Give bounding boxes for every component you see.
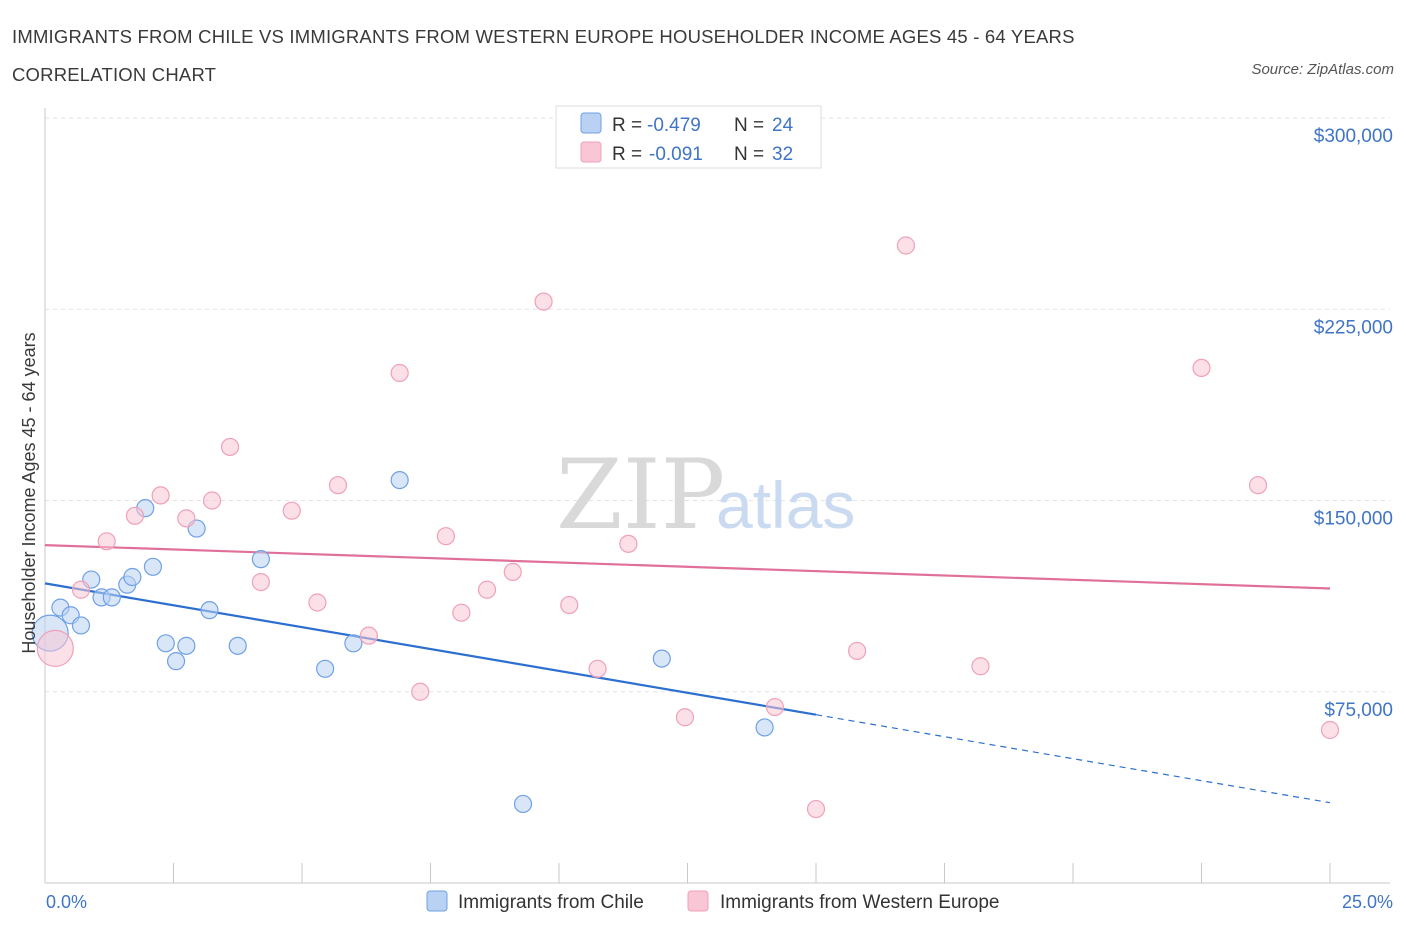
point-we (125, 506, 145, 525)
point-chile (143, 557, 163, 576)
legend-r-label-we: R = (612, 144, 642, 165)
point-we (1248, 476, 1268, 495)
trend-line-chile (44, 582, 817, 716)
point-chile (123, 567, 142, 587)
point-we (251, 572, 270, 592)
point-chile (166, 652, 186, 671)
point-we (848, 641, 867, 661)
point-we (675, 708, 695, 727)
series-name-we: Immigrants from Western Europe (720, 892, 999, 913)
point-we (436, 527, 456, 546)
data-points (31, 236, 1340, 819)
point-we (177, 509, 196, 528)
legend-r-value-chile: -0.479 (647, 115, 701, 136)
point-we (71, 580, 91, 599)
point-chile (200, 601, 219, 620)
point-we (1192, 358, 1211, 377)
y-tick-label: $150,000 (1314, 509, 1393, 530)
y-tick-label: $300,000 (1314, 126, 1393, 147)
legend-n-label-we: N = (734, 144, 764, 165)
legend-n-value-chile: 24 (772, 115, 794, 136)
series-swatch-we (687, 890, 709, 912)
point-chile (513, 794, 533, 814)
point-we (477, 580, 497, 599)
correlation-legend: R = -0.479 N = 24 R = -0.091 N = 32 (555, 105, 822, 169)
legend-n-label-chile: N = (734, 115, 764, 136)
y-tick-labels: $75,000 $150,000 $225,000 $300,000 (1314, 126, 1393, 721)
point-chile (652, 649, 671, 668)
point-we (896, 236, 916, 255)
point-we (359, 626, 378, 645)
x-tick-label-end: 25.0% (1342, 892, 1393, 912)
point-chile (390, 471, 409, 490)
series-swatch-chile (426, 890, 448, 912)
point-chile (755, 718, 774, 737)
point-we (534, 292, 553, 311)
point-chile (102, 588, 121, 607)
point-chile (156, 634, 175, 653)
source-label: Source: ZipAtlas.com (1251, 61, 1394, 78)
trend-line-we (44, 544, 1331, 590)
point-we (503, 562, 522, 582)
chart-title: IMMIGRANTS FROM CHILE VS IMMIGRANTS FROM… (12, 26, 1075, 85)
point-we (452, 603, 471, 622)
legend-r-value-we: -0.091 (649, 144, 703, 165)
watermark-atlas: atlas (716, 468, 855, 542)
point-we (282, 501, 301, 520)
y-tick-label: $75,000 (1324, 700, 1393, 721)
point-we (411, 682, 430, 701)
grid-lines (45, 117, 1390, 693)
point-chile (71, 616, 91, 635)
series-legend: Immigrants from Chile Immigrants from We… (426, 890, 999, 913)
watermark-zip: ZIP (556, 439, 725, 551)
point-we (765, 697, 784, 717)
legend-swatch-chile (580, 112, 602, 134)
series-name-chile: Immigrants from Chile (458, 892, 644, 913)
watermark: ZIP atlas (556, 439, 855, 551)
point-we (560, 595, 579, 615)
legend-n-value-we: 32 (772, 144, 793, 165)
trend-lines (44, 544, 1331, 804)
point-chile (177, 636, 196, 655)
y-tick-label: $225,000 (1314, 317, 1393, 338)
point-we (806, 799, 826, 819)
point-chile (251, 550, 270, 569)
point-chile (228, 636, 247, 655)
y-axis-label: Householder Income Ages 45 - 64 years (19, 332, 39, 653)
point-we (588, 659, 607, 678)
point-we (36, 629, 74, 668)
trend-line-chile-extrapolated (815, 714, 1331, 804)
point-we (220, 437, 240, 457)
legend-r-label-chile: R = (612, 115, 642, 136)
legend-swatch-we (580, 141, 602, 163)
point-we (1320, 720, 1340, 740)
axes (44, 108, 1390, 884)
point-we (97, 532, 116, 551)
point-we (390, 363, 409, 383)
point-we (151, 486, 170, 505)
point-we (202, 491, 222, 510)
point-chile (316, 659, 335, 678)
point-chile (344, 634, 363, 653)
point-we (308, 593, 327, 612)
point-we (619, 534, 638, 553)
point-we (971, 657, 990, 676)
x-tick-label-start: 0.0% (46, 892, 87, 912)
point-we (328, 476, 348, 495)
